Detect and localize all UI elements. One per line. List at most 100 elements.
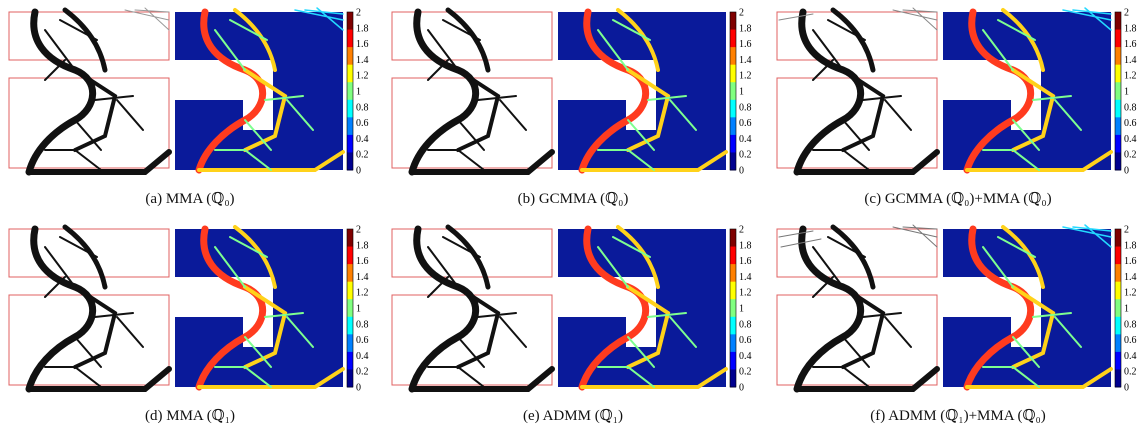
colorbar-segment [730,29,736,48]
colorbar-tick-label: 0.4 [739,134,752,145]
colorbar-segment [730,264,736,283]
caption-space: (ℚ₀) [1023,191,1052,207]
caption-label: (c) [864,191,882,207]
colorbar-segment [1115,12,1121,31]
colorbar-tick-label: 2 [739,8,744,19]
colorbar-segment [347,229,353,248]
colorbar: 2 1.8 1.6 1.4 1.2 1 0.8 0.6 0.4 0.2 0 [1114,225,1137,394]
colorbar-tick-label: 0.6 [356,335,369,346]
colorbar-tick-label: 0 [739,166,744,177]
colorbar-tick-label: 1.4 [356,272,369,283]
colorbar-tick-label: 1.4 [739,55,752,66]
colorbar-segment [730,82,736,101]
subfigure-b: 2 1.8 1.6 1.4 1.2 1 0.8 0.6 0.4 0.2 0 (b) GCMMA (ℚ… [388,0,758,215]
colorbar-segment [1115,334,1121,353]
colorbar-tick-label: 0.2 [356,150,369,161]
colorbar-tick-label: 1 [356,304,361,315]
colorbar-segment [1115,29,1121,48]
colorbar-segment [347,299,353,318]
colorbar-tick-label: 1.8 [1124,23,1137,34]
colorbar-segment [730,351,736,370]
colorbar-segment [1115,316,1121,335]
density-plot [8,7,172,176]
colorbar-tick-label: 0.2 [356,367,369,378]
colorbar-tick-label: 1.8 [1124,240,1137,251]
colorbar-segment [1115,117,1121,136]
colorbar-tick-label: 0.8 [739,319,752,330]
colorbar-tick-label: 0.4 [1124,351,1137,362]
colorbar-segment [730,334,736,353]
density-plot [776,7,940,176]
colorbar-tick-label: 0.2 [1124,367,1137,378]
colorbar-segment [730,369,736,388]
colorbar-tick-label: 2 [356,225,361,236]
colorbar-tick-label: 0.4 [356,134,369,145]
colorbar-tick-label: 0.8 [739,102,752,113]
subfigure-d: 2 1.8 1.6 1.4 1.2 1 0.8 0.6 0.4 0.2 0 (d) MMA (ℚ₁) [5,217,375,432]
strain-heatmap [943,7,1113,174]
caption-space: (ℚ₀) [600,191,629,207]
colorbar-segment [347,82,353,101]
colorbar-tick-label: 1.6 [1124,256,1137,267]
colorbar-segment [730,117,736,136]
caption-label: (a) [145,191,163,207]
colorbar-tick-label: 2 [356,8,361,19]
colorbar-tick-label: 2 [739,225,744,236]
subfigure-graphic: 2 1.8 1.6 1.4 1.2 1 0.8 0.6 0.4 0.2 0 [8,224,369,394]
caption-label: (f) [870,408,886,424]
colorbar-tick-label: 1.4 [1124,272,1137,283]
subfigure-graphic: 2 1.8 1.6 1.4 1.2 1 0.8 0.6 0.4 0.2 0 [8,7,369,177]
caption-space: (ℚ₀) [206,191,235,207]
colorbar-tick-label: 1.2 [1124,71,1137,82]
colorbar-segment [1115,47,1121,66]
colorbar-tick-label: 0.4 [356,351,369,362]
colorbar-tick-label: 1.8 [356,240,369,251]
colorbar-segment [1115,82,1121,101]
colorbar-tick-label: 1.4 [739,272,752,283]
colorbar-tick-label: 0 [739,383,744,394]
caption-space: (ℚ₁) [594,408,623,424]
caption-label: (d) [145,408,163,424]
colorbar-segment [347,99,353,118]
colorbar: 2 1.8 1.6 1.4 1.2 1 0.8 0.6 0.4 0.2 0 [729,8,752,177]
colorbar-tick-label: 1.6 [739,39,752,50]
strain-heatmap [558,8,728,174]
colorbar-tick-label: 0 [356,166,361,177]
colorbar-tick-label: 1.2 [739,71,752,82]
colorbar-tick-label: 0.8 [1124,319,1137,330]
caption-space: (ℚ₁) [206,408,235,424]
strain-heatmap [175,225,345,391]
colorbar-tick-label: 1.2 [739,288,752,299]
colorbar-segment [347,316,353,335]
colorbar-segment [730,99,736,118]
colorbar-tick-label: 1 [739,304,744,315]
colorbar-tick-label: 0.6 [356,118,369,129]
colorbar-tick-label: 1.8 [739,240,752,251]
colorbar-tick-label: 0.2 [739,367,752,378]
colorbar-segment [730,134,736,153]
colorbar-segment [347,246,353,265]
colorbar-segment [730,229,736,248]
colorbar-tick-label: 0.8 [1124,102,1137,113]
colorbar-tick-label: 1.8 [739,23,752,34]
colorbar-tick-label: 1 [1124,304,1129,315]
subfigure-graphic: 2 1.8 1.6 1.4 1.2 1 0.8 0.6 0.4 0.2 0 [776,224,1137,394]
colorbar-tick-label: 2 [1124,225,1129,236]
colorbar-segment [347,12,353,31]
colorbar-segment [1115,299,1121,318]
colorbar-segment [1115,99,1121,118]
colorbar-tick-label: 0.6 [1124,118,1137,129]
colorbar-segment [730,12,736,31]
colorbar-tick-label: 0 [356,383,361,394]
colorbar-tick-label: 0 [1124,166,1129,177]
colorbar: 2 1.8 1.6 1.4 1.2 1 0.8 0.6 0.4 0.2 0 [1114,8,1137,177]
colorbar: 2 1.8 1.6 1.4 1.2 1 0.8 0.6 0.4 0.2 0 [729,225,752,394]
caption-method: ADMM (ℚ₁)+MMA [888,408,1014,424]
colorbar-segment [730,316,736,335]
colorbar-segment [1115,351,1121,370]
caption-method: MMA [166,408,203,424]
colorbar-segment [347,369,353,388]
subfigure-c: 2 1.8 1.6 1.4 1.2 1 0.8 0.6 0.4 0.2 0 (c) GCMMA (ℚ… [773,0,1143,215]
colorbar-tick-label: 2 [1124,8,1129,19]
subfigure-graphic: 2 1.8 1.6 1.4 1.2 1 0.8 0.6 0.4 0.2 0 [391,224,752,394]
